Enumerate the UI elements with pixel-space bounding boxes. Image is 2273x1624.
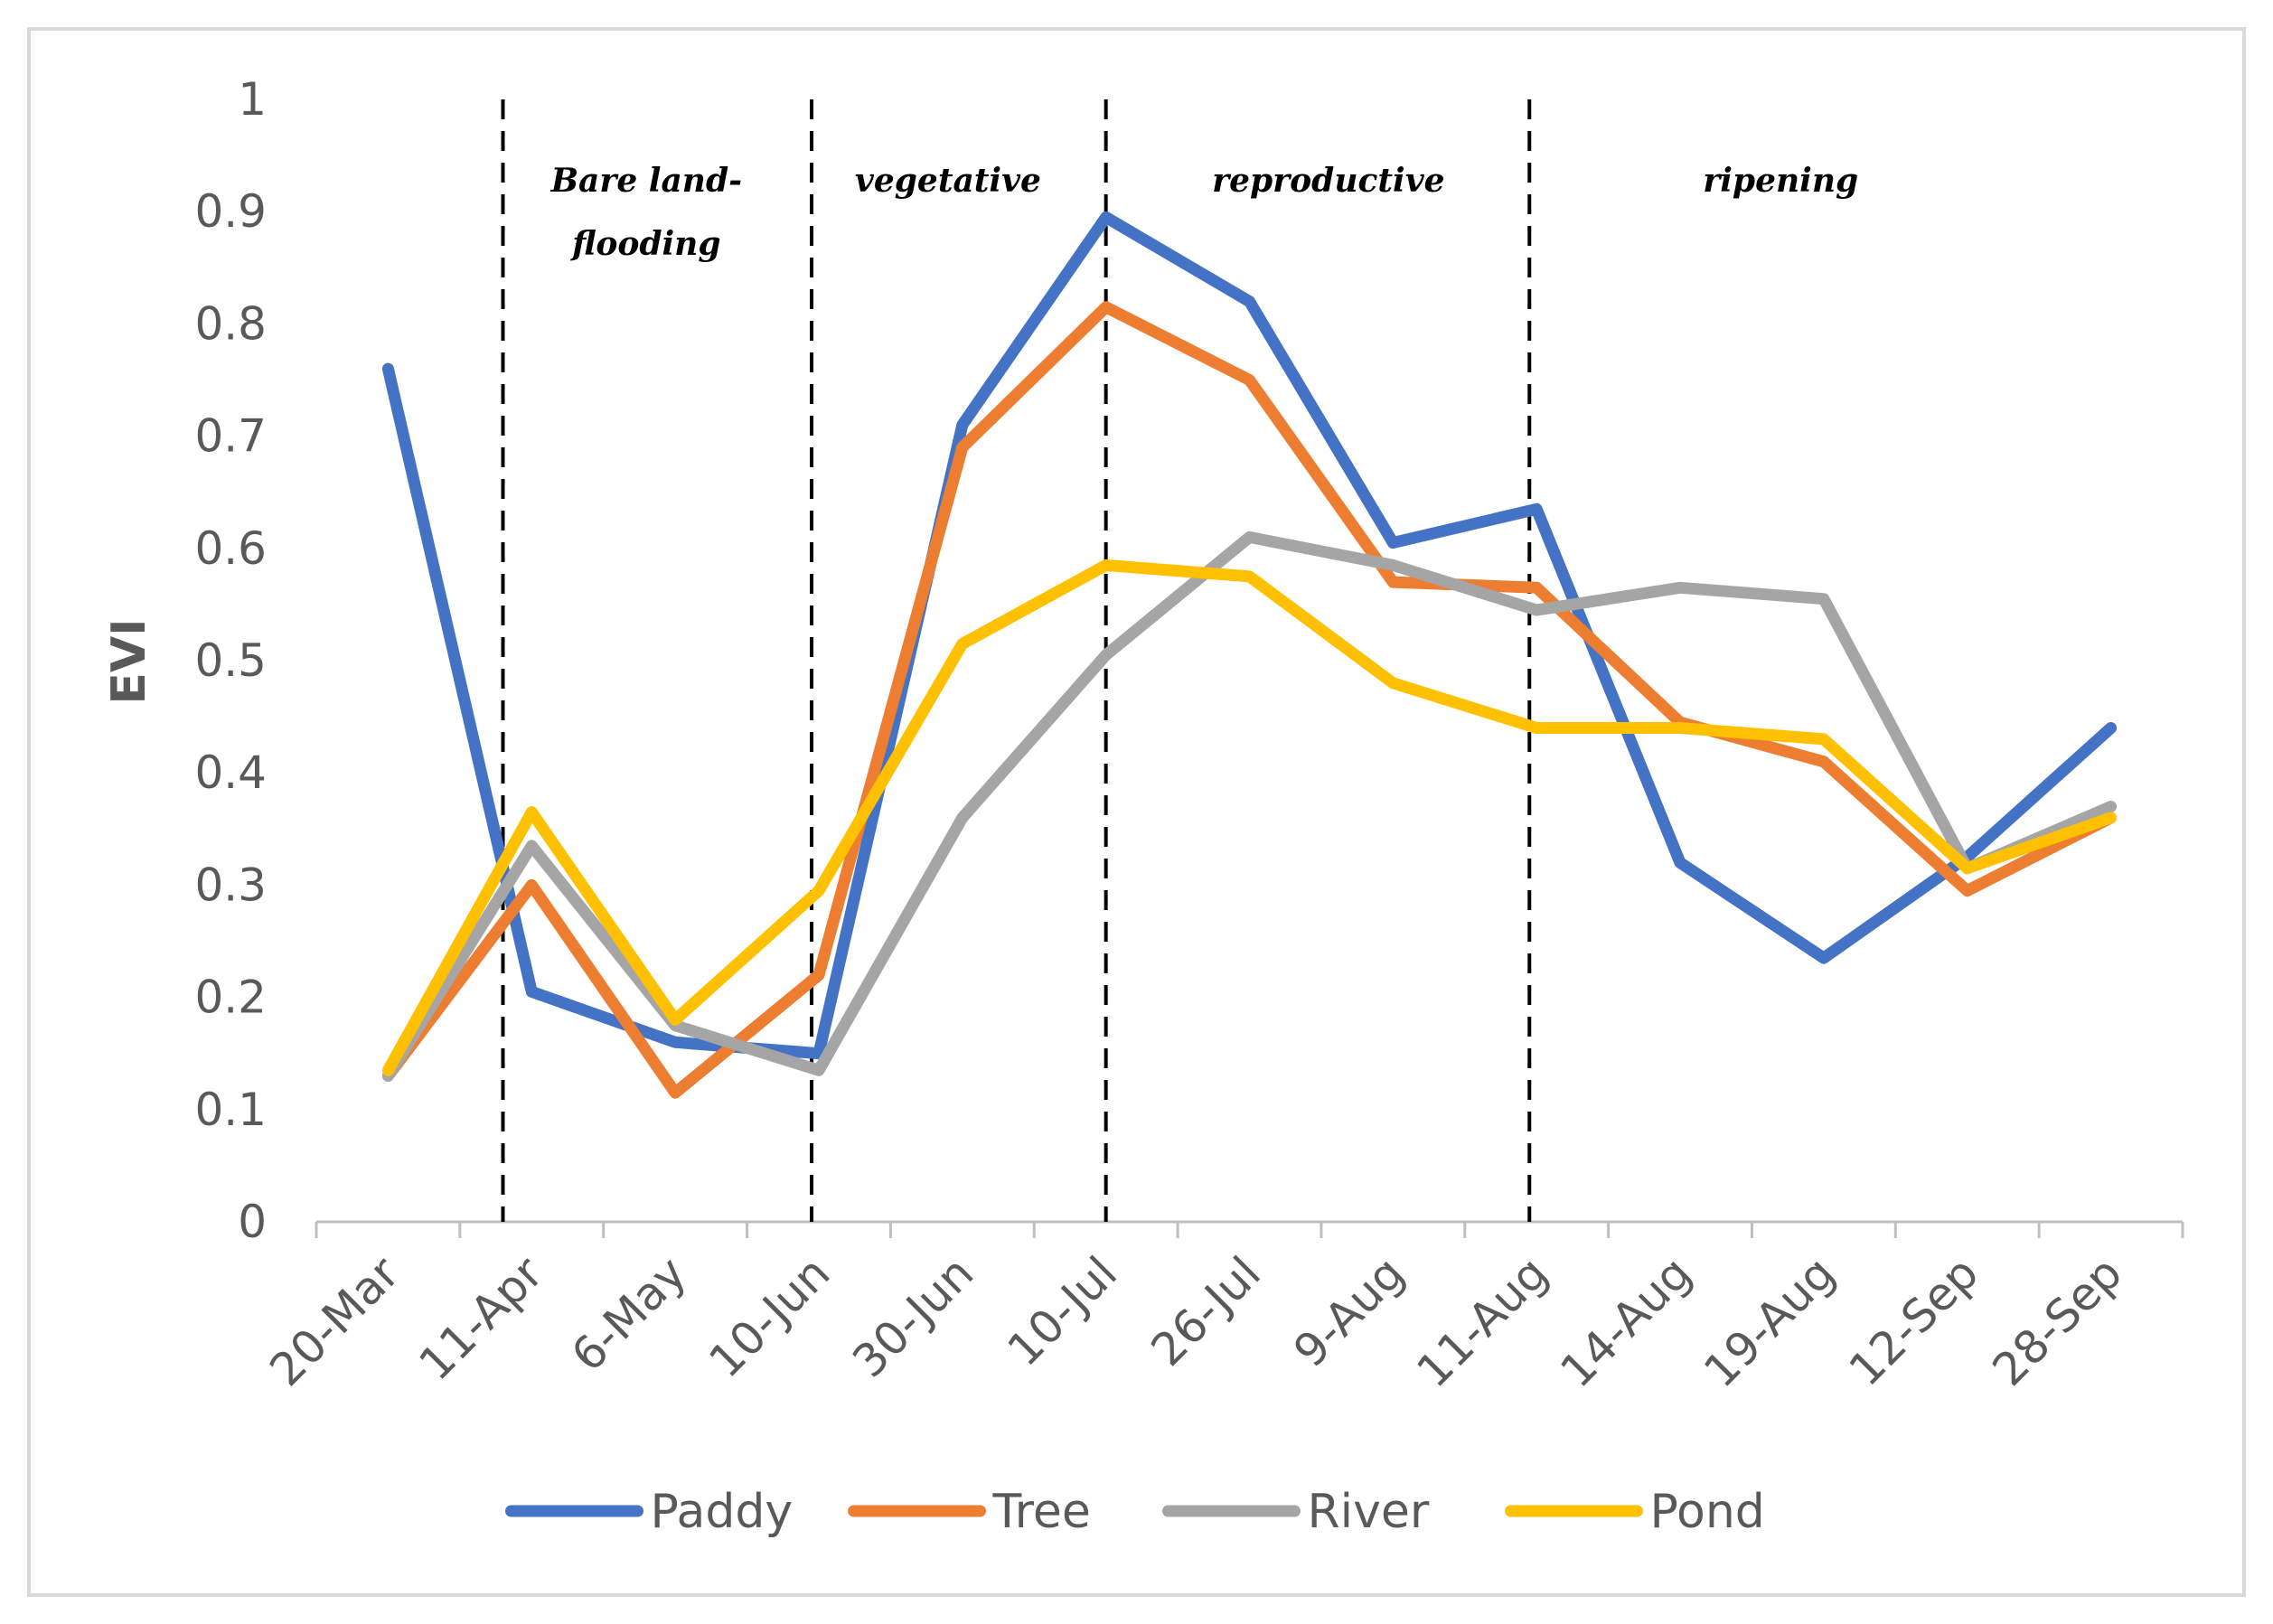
y-tick-label: 1: [238, 73, 267, 126]
x-tick-label: 11-Aug: [1407, 1246, 1558, 1397]
legend-label-paddy: Paddy: [651, 1485, 794, 1539]
x-tick-label: 30-Jun: [842, 1246, 983, 1387]
y-tick-label: 0.2: [194, 972, 267, 1024]
x-tick-label: 20-Mar: [259, 1246, 409, 1396]
y-tick-label: 0.7: [194, 410, 267, 463]
phase-label: flooding: [569, 225, 720, 263]
legend-label-river: River: [1308, 1485, 1430, 1539]
x-tick-label: 6-May: [561, 1246, 696, 1381]
x-tick-label: 10-Jun: [699, 1246, 840, 1387]
x-tick-label: 28-Sep: [1983, 1246, 2132, 1395]
legend-label-pond: Pond: [1650, 1485, 1765, 1539]
phase-labels: Bare land-flooding vegetative reproductive…: [550, 162, 1859, 263]
y-tick-label: 0.1: [194, 1084, 267, 1136]
y-tick-label: 0.4: [194, 746, 267, 799]
legend-label-tree: Tree: [992, 1485, 1091, 1539]
phase-label: reproductive: [1212, 162, 1444, 200]
legend: Paddy Tree River Pond: [505, 1485, 1765, 1539]
series-lines: [381, 211, 2118, 1099]
series-line-paddy: [381, 211, 2118, 1060]
y-tick-label: 0.8: [194, 297, 267, 350]
y-tick-label: 0.9: [194, 185, 267, 238]
x-tick-label: 11-Apr: [409, 1246, 553, 1390]
x-axis: 20-Mar 11-Apr 6-May 10-Jun 30-Jun 10-Jul 26-Ju…: [259, 1220, 2184, 1397]
x-tick-label: 26-Jul: [1141, 1246, 1271, 1375]
series-line-tree: [381, 301, 2118, 1099]
phase-label: vegetative: [855, 162, 1041, 200]
x-tick-label: 12-Sep: [1839, 1246, 1988, 1395]
y-axis-title: EVI: [102, 618, 156, 704]
y-tick-label: 0.3: [194, 859, 267, 911]
y-tick-label: 0.6: [194, 522, 267, 575]
x-tick-label: 14-Aug: [1551, 1246, 1702, 1397]
x-tick-label: 19-Aug: [1694, 1246, 1845, 1397]
phase-divider-lines: [501, 99, 1532, 1222]
phase-label: Bare land-: [550, 162, 742, 200]
y-axis-ticks: 0 0.1 0.2 0.3 0.4 0.5 0.6 0.7 0.8 0.9 1: [194, 73, 267, 1248]
series-line-river: [381, 530, 2118, 1082]
y-tick-label: 0: [238, 1196, 267, 1248]
phase-label: ripening: [1703, 162, 1858, 200]
x-tick-label: 10-Jul: [998, 1246, 1127, 1375]
x-tick-label: 9-Aug: [1283, 1246, 1414, 1377]
series-line-pond: [381, 559, 2118, 1076]
y-tick-label: 0.5: [194, 634, 267, 687]
